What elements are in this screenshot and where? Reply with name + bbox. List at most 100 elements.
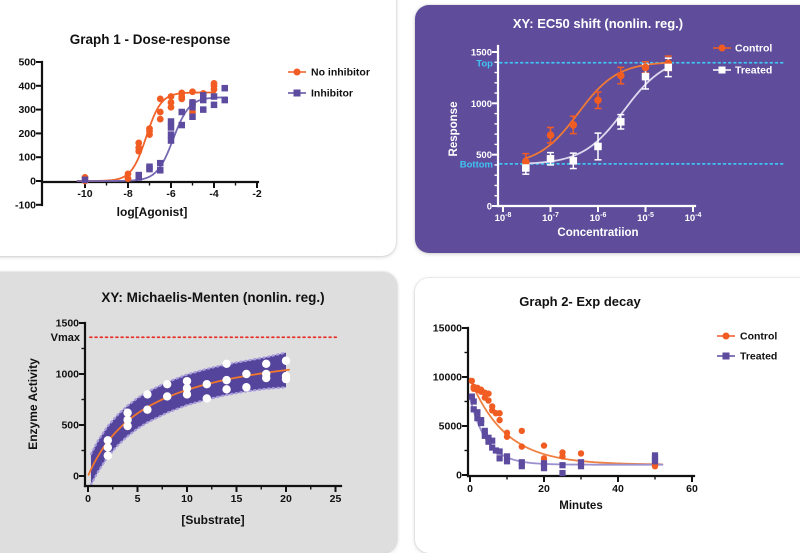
- x-tick-label: 20: [280, 493, 292, 505]
- data-point-enzyme-activity: [202, 394, 211, 403]
- data-point-inhibitor: [146, 163, 153, 170]
- data-point-inhibitor: [167, 124, 175, 131]
- data-point-inhibitor: [178, 108, 185, 116]
- data-point-treated: [518, 463, 525, 470]
- y-tick-label: 300: [18, 104, 36, 116]
- data-point-treated: [569, 157, 578, 165]
- legend-marker: [293, 89, 301, 97]
- chart-ec50-shift: XY: EC50 shift (nonlin. reg.) Concentrati…: [448, 16, 784, 239]
- data-point-treated: [503, 453, 511, 460]
- data-point-inhibitor: [210, 101, 218, 109]
- data-point-enzyme-activity: [103, 443, 113, 452]
- y-tick-label: 500: [61, 420, 79, 432]
- data-point-enzyme-activity: [222, 359, 231, 368]
- data-point-inhibitor: [135, 171, 142, 179]
- data-point-enzyme-activity: [143, 390, 152, 399]
- x-axis-label: Concentratiion: [557, 227, 638, 239]
- refline-label-vmax: Vmax: [51, 332, 81, 344]
- data-point-control: [485, 397, 492, 404]
- data-point-control: [496, 416, 503, 424]
- legend-label: Treated: [740, 351, 777, 363]
- data-point-treated: [664, 63, 673, 72]
- x-tick-label: 40: [612, 483, 624, 495]
- data-point-enzyme-activity: [222, 375, 231, 385]
- data-point-inhibitor: [221, 96, 228, 104]
- legend-marker: [722, 332, 730, 340]
- fit-curve-control: [469, 377, 664, 466]
- y-tick-label: 1000: [471, 99, 492, 110]
- y-tick-label: 100: [18, 152, 36, 164]
- data-point-control: [617, 71, 625, 80]
- x-tick-label: 15: [231, 493, 243, 505]
- data-point-treated: [594, 142, 602, 151]
- data-point-enzyme-activity: [281, 371, 291, 381]
- y-tick-label: 0: [73, 471, 79, 483]
- data-point-treated: [577, 463, 585, 470]
- data-point-control: [651, 462, 659, 470]
- data-point-no-inhibitor: [167, 103, 175, 111]
- x-tick-label: 10-5: [637, 212, 654, 224]
- x-tick-label: 10-6: [590, 212, 607, 224]
- y-axis-label: Response: [448, 102, 460, 157]
- data-point-treated: [481, 432, 488, 439]
- card-ec50-shift[interactable]: [415, 5, 800, 253]
- data-point-treated: [617, 118, 625, 126]
- data-point-treated: [559, 462, 566, 469]
- y-tick-label: -100: [15, 199, 36, 211]
- data-point-control: [641, 63, 650, 72]
- x-tick-label: -4: [209, 188, 218, 200]
- legend-marker: [722, 352, 730, 360]
- chart-title: Graph 2- Exp decay: [519, 294, 641, 309]
- data-point-enzyme-activity: [242, 383, 251, 392]
- data-point-treated: [546, 155, 555, 163]
- data-point-treated: [474, 415, 481, 422]
- data-point-no-inhibitor: [124, 170, 132, 178]
- y-tick-label: 0: [487, 202, 492, 213]
- data-point-no-inhibitor: [178, 89, 186, 97]
- x-tick-label: 10-8: [495, 212, 512, 224]
- data-point-inhibitor: [200, 96, 207, 104]
- data-point-control: [594, 96, 602, 105]
- data-point-treated: [577, 459, 585, 466]
- data-point-treated: [540, 460, 548, 467]
- data-point-no-inhibitor: [156, 95, 164, 103]
- x-tick-label: 10-7: [542, 212, 559, 224]
- data-point-treated: [641, 72, 650, 81]
- legend-label: Treated: [735, 65, 772, 77]
- x-tick-label: 0: [85, 493, 91, 505]
- data-point-no-inhibitor: [210, 80, 218, 87]
- chart-exp-decay: Graph 2- Exp decay Minutes 0 5000 10000 15000…: [433, 294, 778, 512]
- y-tick-label: 0: [456, 470, 462, 482]
- y-tick-label: 500: [476, 150, 492, 161]
- data-point-treated: [489, 444, 496, 451]
- data-point-no-inhibitor: [146, 125, 153, 133]
- data-point-treated: [503, 458, 511, 465]
- x-tick-label: -8: [123, 188, 132, 200]
- x-tick-label: -10: [77, 188, 92, 200]
- data-point-control: [540, 455, 548, 462]
- data-point-inhibitor: [200, 92, 207, 99]
- data-point-treated: [540, 465, 548, 472]
- data-point-no-inhibitor: [156, 108, 164, 116]
- data-point-control: [485, 390, 492, 397]
- data-point-control: [518, 427, 525, 435]
- data-point-no-inhibitor: [124, 175, 132, 183]
- data-point-control: [546, 131, 555, 139]
- data-point-treated: [522, 164, 530, 172]
- data-point-enzyme-activity: [123, 415, 132, 425]
- data-point-enzyme-activity: [103, 451, 113, 460]
- data-point-inhibitor: [189, 99, 196, 106]
- x-tick-label: 0: [467, 483, 473, 495]
- data-point-enzyme-activity: [222, 385, 231, 394]
- y-tick-label: 1000: [56, 369, 80, 381]
- y-tick-label: 5000: [439, 421, 463, 433]
- refline-label-top: Top: [476, 58, 493, 69]
- data-point-inhibitor: [189, 103, 196, 111]
- data-point-no-inhibitor: [167, 93, 175, 100]
- data-point-inhibitor: [157, 159, 164, 167]
- card-michaelis-menten[interactable]: [0, 272, 397, 553]
- data-point-enzyme-activity: [123, 408, 132, 417]
- data-point-inhibitor: [200, 106, 207, 113]
- card-dose-response[interactable]: [0, 0, 396, 256]
- data-point-enzyme-activity: [242, 369, 251, 379]
